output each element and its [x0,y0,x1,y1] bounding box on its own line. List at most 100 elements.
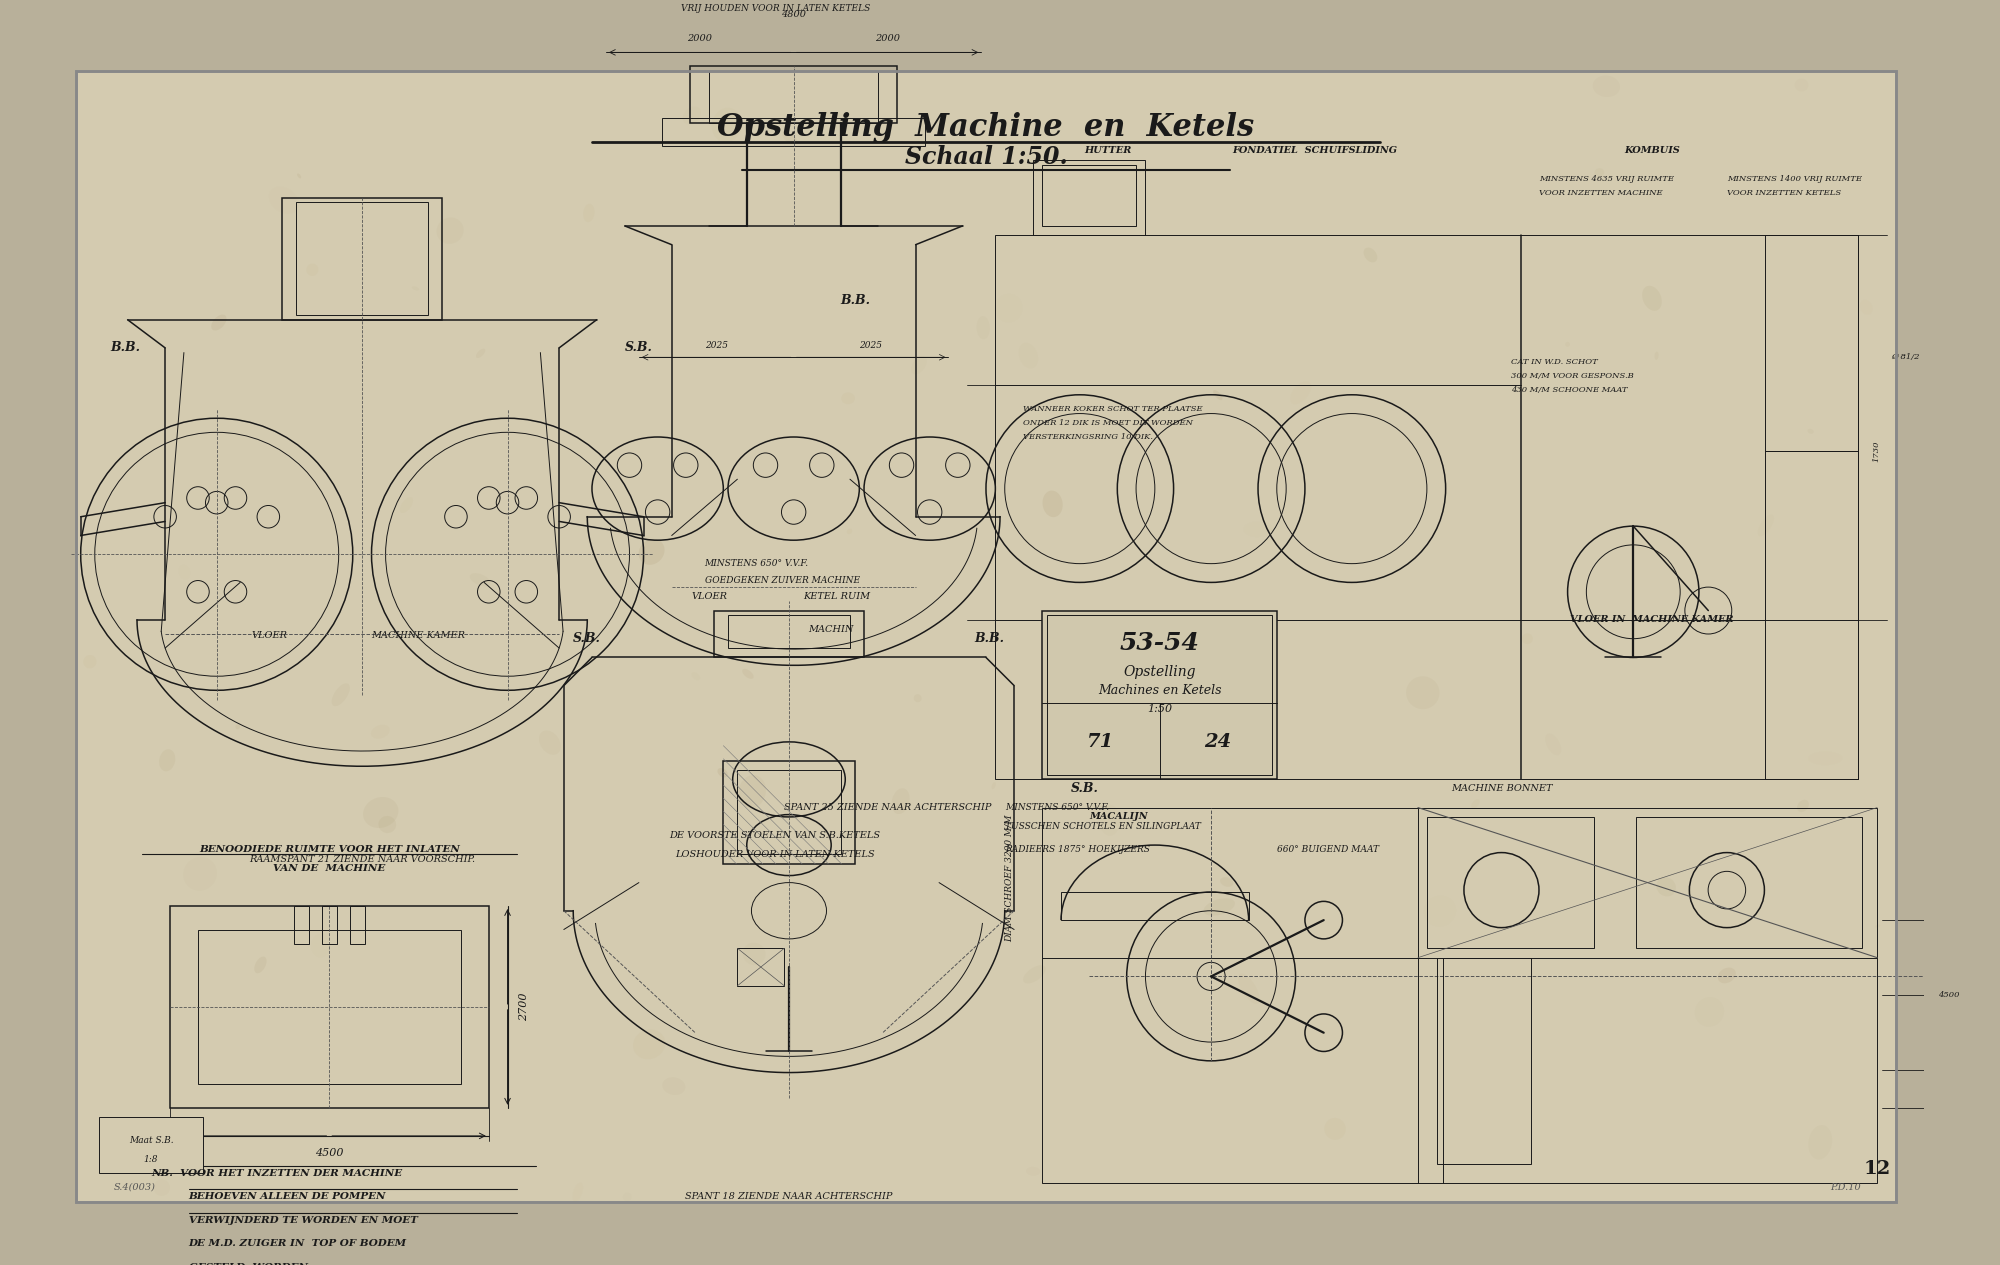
Ellipse shape [742,669,754,679]
Text: BENOODIEDE RUIMTE VOOR HET INLATEN: BENOODIEDE RUIMTE VOOR HET INLATEN [198,845,460,854]
Bar [198,930,460,1084]
Bar [662,118,924,147]
Text: TUSSCHEN SCHOTELS EN SILINGPLAAT: TUSSCHEN SCHOTELS EN SILINGPLAAT [1004,822,1200,831]
Text: S.B.: S.B. [624,342,652,354]
Text: 12: 12 [1864,1160,1890,1178]
Text: SPANT 25 ZIENDE NAAR ACHTERSCHIP: SPANT 25 ZIENDE NAAR ACHTERSCHIP [784,803,992,812]
Ellipse shape [914,694,922,702]
Text: LOSHOUDER VOOR IN LATEN KETELS: LOSHOUDER VOOR IN LATEN KETELS [676,850,874,859]
Ellipse shape [212,315,226,330]
Ellipse shape [842,392,854,405]
Ellipse shape [1238,974,1260,1004]
Ellipse shape [364,797,398,829]
Text: MACHINE BONNET: MACHINE BONNET [1450,784,1552,793]
Ellipse shape [638,539,664,565]
Ellipse shape [1656,877,1676,897]
Text: 4800: 4800 [782,10,806,19]
Text: MINSTENS 650° V.V.F.: MINSTENS 650° V.V.F. [1004,803,1108,812]
Bar [296,202,428,315]
Text: DE M.D. ZUIGER IN  TOP OF BODEM: DE M.D. ZUIGER IN TOP OF BODEM [188,1240,406,1249]
Text: NB.  VOOR HET INZETTEN DER MACHINE: NB. VOOR HET INZETTEN DER MACHINE [152,1169,402,1178]
Text: 2025: 2025 [860,340,882,349]
Text: Machines en Ketels: Machines en Ketels [1098,684,1222,697]
Text: Schaal 1:50.: Schaal 1:50. [904,145,1068,170]
Bar [1428,817,1594,949]
Bar [728,615,850,648]
Text: MINSTENS 650° V.V.F.: MINSTENS 650° V.V.F. [704,559,808,568]
Bar [738,949,784,985]
Ellipse shape [332,683,350,706]
Ellipse shape [992,782,996,789]
Text: 1:8: 1:8 [144,1155,158,1164]
Text: HUTTER: HUTTER [1084,147,1132,156]
Text: 24: 24 [1204,732,1232,751]
Ellipse shape [782,132,796,144]
Ellipse shape [1220,877,1234,887]
Text: 4500: 4500 [316,1147,344,1157]
Text: SPANT 18 ZIENDE NAAR ACHTERSCHIP: SPANT 18 ZIENDE NAAR ACHTERSCHIP [686,1193,892,1202]
Text: 300 M/M VOOR GESPONS.B: 300 M/M VOOR GESPONS.B [1512,372,1634,380]
Ellipse shape [1642,286,1662,311]
Text: MINSTENS 4635 VRIJ RUIMTE: MINSTENS 4635 VRIJ RUIMTE [1540,175,1674,183]
Bar [100,1117,202,1174]
Ellipse shape [254,956,266,973]
Text: VLOER IN  MACHINE KAMER: VLOER IN MACHINE KAMER [1570,616,1734,625]
Ellipse shape [400,497,414,514]
Bar [294,906,308,944]
Text: ONDER 12 DIK IS MOET DIT WORDEN: ONDER 12 DIK IS MOET DIT WORDEN [1024,419,1194,426]
Bar [1764,452,1858,779]
Text: KETEL RUIM: KETEL RUIM [804,592,870,601]
Ellipse shape [1758,515,1774,536]
Ellipse shape [718,768,728,778]
Bar [282,197,442,320]
Ellipse shape [1324,1118,1346,1140]
Ellipse shape [1472,799,1480,808]
Bar [170,906,488,1108]
Ellipse shape [1406,677,1440,710]
Text: 1730: 1730 [1872,440,1880,462]
Bar [1042,611,1276,779]
Text: Opstelling: Opstelling [1124,664,1196,678]
Bar [1042,807,1878,1183]
Text: 1:50: 1:50 [1146,705,1172,713]
Text: VERWIJNDERD TE WORDEN EN MOET: VERWIJNDERD TE WORDEN EN MOET [188,1216,418,1225]
Ellipse shape [692,672,700,681]
Text: VOOR INZETTEN KETELS: VOOR INZETTEN KETELS [1728,188,1842,197]
Bar [322,906,336,944]
Text: GESTELD  WORDEN: GESTELD WORDEN [188,1262,308,1265]
Ellipse shape [306,263,318,276]
Text: MACALIJN: MACALIJN [1090,812,1148,821]
Ellipse shape [1018,343,1038,368]
Text: FONDATIEL  SCHUIFSLIDING: FONDATIEL SCHUIFSLIDING [1232,147,1396,156]
Text: KOMBUIS: KOMBUIS [1624,147,1680,156]
Text: Opstelling  Machine  en  Ketels: Opstelling Machine en Ketels [718,111,1254,143]
Text: S.B.: S.B. [574,632,602,645]
Bar [1436,958,1530,1164]
Ellipse shape [584,204,594,223]
Text: WANNEER KOKER SCHOT TER PLAATSE: WANNEER KOKER SCHOT TER PLAATSE [1024,405,1204,412]
Bar [724,760,854,864]
Text: Ø 81/2: Ø 81/2 [1892,353,1920,362]
Text: VLOER: VLOER [692,592,728,601]
Bar [690,67,896,123]
Text: 71: 71 [1088,732,1114,751]
Ellipse shape [84,655,96,668]
Ellipse shape [1042,491,1062,517]
Text: 660° BUIGEND MAAT: 660° BUIGEND MAAT [1276,845,1378,854]
Bar [714,611,864,658]
Ellipse shape [378,816,396,834]
Ellipse shape [1798,799,1808,812]
Ellipse shape [1364,248,1378,262]
Ellipse shape [298,173,302,178]
Ellipse shape [1654,352,1658,359]
Bar [1042,164,1136,226]
Bar [738,770,840,854]
Ellipse shape [1204,898,1234,916]
Text: DIAM SCHROEF 3200 M/M: DIAM SCHROEF 3200 M/M [1004,815,1014,941]
Text: 2000: 2000 [874,34,900,43]
Bar [1636,817,1862,949]
Ellipse shape [1718,968,1736,983]
Ellipse shape [1024,965,1046,983]
Ellipse shape [1232,631,1250,650]
Text: 430 M/M SCHOONE MAAT: 430 M/M SCHOONE MAAT [1512,386,1628,395]
